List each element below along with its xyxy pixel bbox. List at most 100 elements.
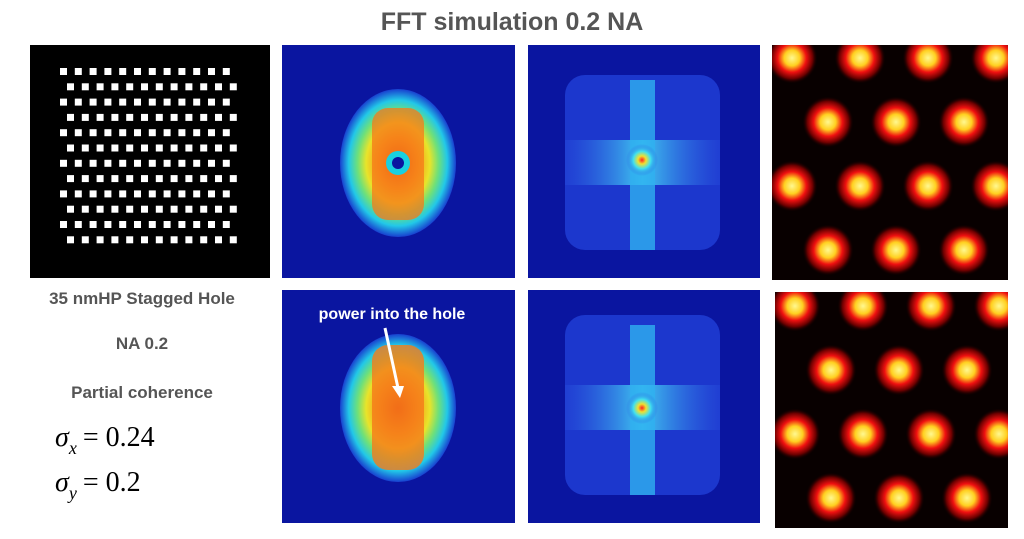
hole <box>104 221 112 228</box>
hole <box>96 236 104 244</box>
hole <box>148 159 156 167</box>
hole <box>89 221 97 228</box>
hole <box>81 205 89 213</box>
hole <box>74 98 82 106</box>
spot <box>970 160 1008 212</box>
hole <box>96 83 104 91</box>
hole <box>229 175 237 183</box>
spot <box>973 408 1008 460</box>
hole <box>81 236 89 244</box>
hole <box>155 175 163 183</box>
subscript: x <box>68 438 77 458</box>
spot <box>941 344 993 396</box>
spot <box>938 224 990 276</box>
spot <box>941 472 993 524</box>
hole <box>67 144 74 152</box>
hole <box>119 221 127 228</box>
hole <box>126 83 134 91</box>
hole <box>148 129 156 137</box>
hole <box>200 144 208 152</box>
hole <box>229 205 237 213</box>
spot <box>802 224 854 276</box>
hole <box>208 98 215 106</box>
hole <box>200 205 208 213</box>
hole <box>126 236 134 244</box>
hole <box>185 144 193 152</box>
hole <box>215 144 222 152</box>
hole <box>185 236 193 244</box>
arrow-head <box>392 386 404 398</box>
spectrum-center <box>626 392 658 424</box>
hole <box>104 159 112 167</box>
hole <box>148 221 156 228</box>
hole <box>141 205 148 213</box>
hole <box>74 159 82 167</box>
hole <box>96 205 104 213</box>
hole <box>96 175 104 183</box>
annotation-arrow <box>383 327 400 389</box>
sigma-y: σy = 0.2 <box>55 467 141 503</box>
hole <box>148 98 156 106</box>
spot <box>970 45 1008 84</box>
pupil-core <box>372 345 424 470</box>
spot <box>802 96 854 148</box>
hole <box>215 175 222 183</box>
hole <box>141 83 148 91</box>
hole <box>81 144 89 152</box>
hole <box>141 175 148 183</box>
hole <box>222 68 230 75</box>
hole <box>111 236 119 244</box>
spot <box>902 160 954 212</box>
hole <box>89 159 97 167</box>
hole <box>148 190 156 198</box>
title: FFT simulation 0.2 NA <box>381 8 644 36</box>
hole <box>222 190 230 198</box>
hole <box>119 129 127 137</box>
symbol: σ <box>55 467 70 498</box>
hole <box>163 68 171 75</box>
hole <box>89 68 97 75</box>
hole <box>208 190 215 198</box>
spot <box>772 160 818 212</box>
coherence-label: Partial coherence <box>71 383 213 402</box>
hole <box>81 175 89 183</box>
hole <box>229 236 237 244</box>
hole <box>60 68 67 75</box>
spectrum-center <box>626 144 658 176</box>
hole <box>119 159 127 167</box>
value: = 0.24 <box>83 422 155 453</box>
hole <box>163 129 171 137</box>
hole <box>67 83 74 91</box>
hole <box>200 113 208 121</box>
hole <box>178 98 186 106</box>
hole <box>119 98 127 106</box>
spot <box>834 160 886 212</box>
hole <box>74 190 82 198</box>
pattern-label: 35 nmHP Stagged Hole <box>49 289 235 308</box>
value: = 0.2 <box>83 467 141 498</box>
hole <box>155 113 163 121</box>
hole <box>60 98 67 106</box>
pupil-hole <box>392 157 404 169</box>
hole <box>126 175 134 183</box>
hole <box>89 129 97 137</box>
hole <box>222 129 230 137</box>
hole-grid <box>60 68 237 244</box>
hole <box>229 83 237 91</box>
hole <box>104 190 112 198</box>
hole <box>67 236 74 244</box>
hole <box>134 221 141 228</box>
hole <box>67 113 74 121</box>
hole <box>200 83 208 91</box>
hole <box>163 221 171 228</box>
hole <box>155 205 163 213</box>
hole <box>126 144 134 152</box>
hole <box>170 175 178 183</box>
sigma-x: σx = 0.24 <box>55 422 155 458</box>
hole <box>222 159 230 167</box>
hole <box>200 175 208 183</box>
hole <box>178 129 186 137</box>
hole <box>200 236 208 244</box>
spot <box>834 45 886 84</box>
